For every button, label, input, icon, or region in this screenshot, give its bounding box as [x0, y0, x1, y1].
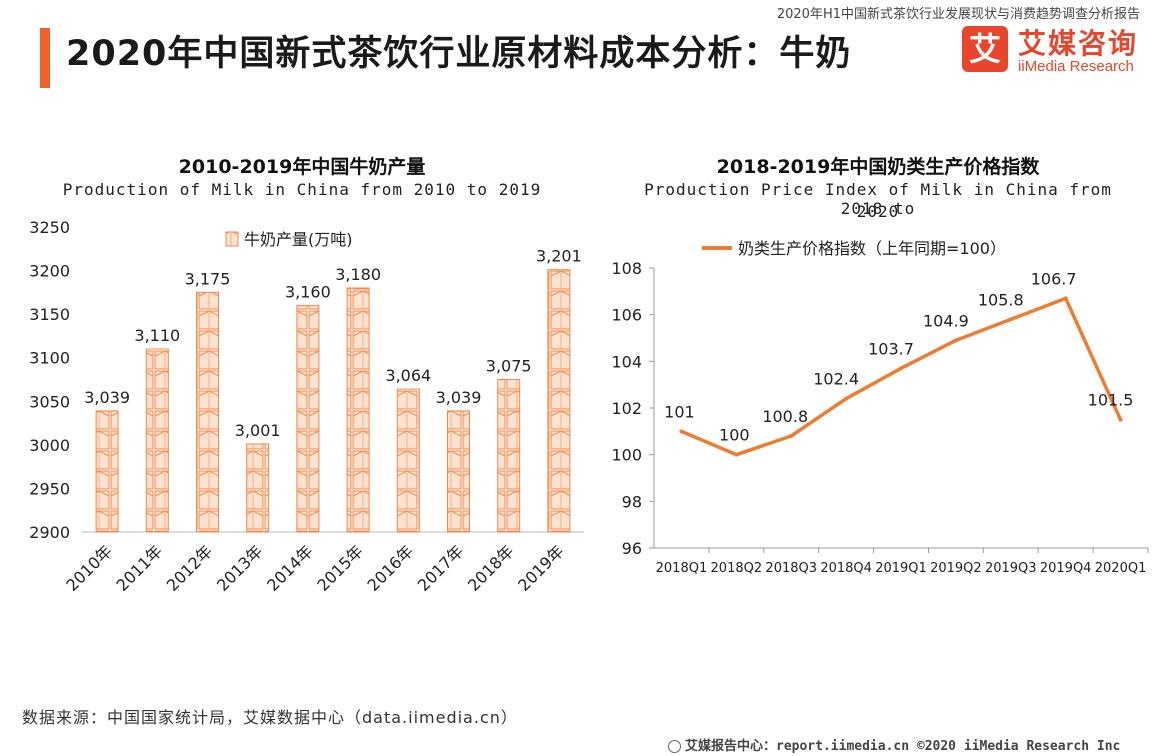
logo-cn-text: 艾媒咨询: [1018, 27, 1139, 60]
line-y-tick-label: 104: [611, 352, 642, 371]
line-x-tick-label: 2018Q4: [820, 561, 872, 576]
page-title: 2020年中国新式茶饮行业原材料成本分析：牛奶: [66, 34, 852, 74]
iimedia-logo: 艾 艾媒咨询 iiMedia Research: [962, 26, 1162, 82]
logo-en-text: iiMedia Research: [1018, 58, 1134, 75]
line-value-label: 106.7: [1031, 269, 1077, 288]
bar-x-tick-label: 2015年: [313, 541, 367, 595]
bar-2014年: [296, 304, 320, 533]
bar-2013年: [246, 443, 270, 533]
bar-value-label: 3,075: [486, 357, 532, 376]
bar-value-label: 3,160: [285, 282, 331, 301]
bar-2012年: [196, 291, 219, 533]
line-x-tick-label: 2018Q3: [765, 561, 817, 576]
bar-x-tick-label: 2017年: [414, 541, 468, 595]
price-index-point: [844, 396, 849, 401]
bar-y-tick-label: 3100: [29, 349, 70, 368]
line-x-tick-label: 2019Q2: [930, 561, 982, 576]
bar-x-tick-label: 2014年: [263, 541, 317, 595]
bar-x-tick-label: 2011年: [113, 541, 167, 595]
line-value-label: 103.7: [868, 339, 914, 358]
bar-y-tick-label: 2900: [29, 523, 70, 542]
line-x-tick-label: 2019Q4: [1040, 561, 1092, 576]
price-index-point: [1063, 296, 1068, 301]
price-index-point: [899, 366, 903, 371]
milk-production-bar-chart: 牛奶产量(万吨) 2900 2950 3000 3050 3100 3150 3200 325…: [29, 218, 584, 595]
bar-value-label: 3,001: [235, 421, 281, 440]
bar-value-label: 3,175: [185, 269, 231, 288]
price-index-point: [953, 338, 958, 343]
line-chart-subtitle-1: Production Price Index of Milk in China …: [644, 180, 1112, 218]
line-legend: 奶类生产价格指数（上年同期=100）: [702, 239, 1006, 258]
line-value-label: 101.5: [1088, 391, 1134, 410]
line-x-tick-label: 2018Q2: [711, 561, 763, 576]
bar-2015年: [346, 287, 370, 533]
bar-2016年: [396, 388, 420, 533]
price-index-point: [1008, 317, 1013, 322]
bar-value-label: 3,039: [84, 388, 130, 407]
bar-value-label: 3,064: [385, 366, 431, 385]
line-y-tick-label: 102: [611, 399, 642, 418]
line-value-label: 105.8: [978, 290, 1024, 309]
bar-chart-title: 2010-2019年中国牛奶产量: [178, 156, 426, 178]
footer: 艾媒报告中心：report.iimedia.cn ©2020 iiMedia R…: [668, 735, 1120, 754]
line-value-label: 104.9: [923, 311, 969, 330]
report-title: 2020年H1中国新式茶饮行业发展现状与消费趋势调查分析报告: [776, 7, 1140, 22]
bar-y-tick-label: 3050: [29, 392, 70, 411]
price-index-point: [789, 434, 794, 438]
bar-x-tick-label: 2019年: [514, 541, 568, 595]
bar-value-label: 3,039: [436, 388, 482, 407]
bar-chart-subtitle: Production of Milk in China from 2010 to…: [62, 180, 542, 199]
logo-icon: 艾: [962, 26, 1008, 72]
bar-y-tick-label: 3000: [29, 436, 70, 455]
bar-2017年: [447, 410, 470, 533]
report-center-icon: [668, 740, 681, 753]
bar-y-tick-label: 3150: [29, 305, 70, 324]
bar-legend-swatch: [225, 231, 239, 247]
bar-y-tick-label: 3200: [29, 262, 70, 281]
line-chart-subtitle-2: 2020: [856, 202, 900, 221]
price-index-point: [734, 452, 739, 457]
line-value-label: 101: [664, 402, 695, 421]
bar-value-label: 3,180: [335, 265, 381, 284]
bar-2010年: [95, 410, 119, 533]
line-value-label: 102.4: [813, 370, 859, 389]
line-y-tick-label: 98: [622, 492, 642, 511]
line-value-label: 100.8: [762, 407, 808, 426]
bar-y-tick-label: 2950: [29, 479, 70, 498]
price-index-point: [679, 429, 684, 434]
line-chart-title: 2018-2019年中国奶类生产价格指数: [716, 156, 1040, 178]
bar-value-label: 3,110: [134, 326, 180, 345]
line-y-tick-label: 108: [611, 259, 642, 278]
line-value-label: 100: [719, 426, 750, 445]
line-legend-label: 奶类生产价格指数（上年同期=100）: [738, 239, 1006, 258]
title-accent-bar: [40, 28, 50, 88]
line-x-tick-label: 2019Q1: [875, 561, 927, 576]
bar-legend-label: 牛奶产量(万吨): [244, 230, 353, 249]
bar-x-tick-label: 2010年: [62, 541, 116, 595]
bar-2011年: [145, 348, 169, 533]
line-x-tick-label: 2019Q3: [985, 561, 1037, 576]
footer-text: 艾媒报告中心：report.iimedia.cn ©2020 iiMedia R…: [685, 739, 1121, 754]
line-y-tick-label: 100: [611, 446, 642, 465]
bar-x-tick-label: 2018年: [464, 541, 518, 595]
bar-x-tick-label: 2013年: [213, 541, 267, 595]
line-x-tick-label: 2018Q1: [656, 561, 708, 576]
line-y-tick-label: 96: [622, 539, 642, 558]
bar-y-tick-label: 3250: [29, 218, 70, 237]
bar-2018年: [497, 379, 521, 533]
price-index-point: [1118, 417, 1123, 422]
bar-x-tick-label: 2016年: [364, 541, 418, 595]
bar-legend: 牛奶产量(万吨): [225, 230, 353, 249]
bar-x-tick-label: 2012年: [163, 541, 217, 595]
milk-price-index-line-chart: 奶类生产价格指数（上年同期=100） 96 98 100 102 104 106 108 2…: [611, 239, 1149, 576]
bar-2019年: [547, 269, 571, 533]
bar-value-label: 3,201: [536, 247, 582, 266]
line-y-tick-label: 106: [611, 306, 642, 325]
line-x-tick-label: 2020Q1: [1095, 561, 1147, 576]
data-source: 数据来源：中国国家统计局，艾媒数据中心（data.iimedia.cn）: [22, 708, 518, 727]
